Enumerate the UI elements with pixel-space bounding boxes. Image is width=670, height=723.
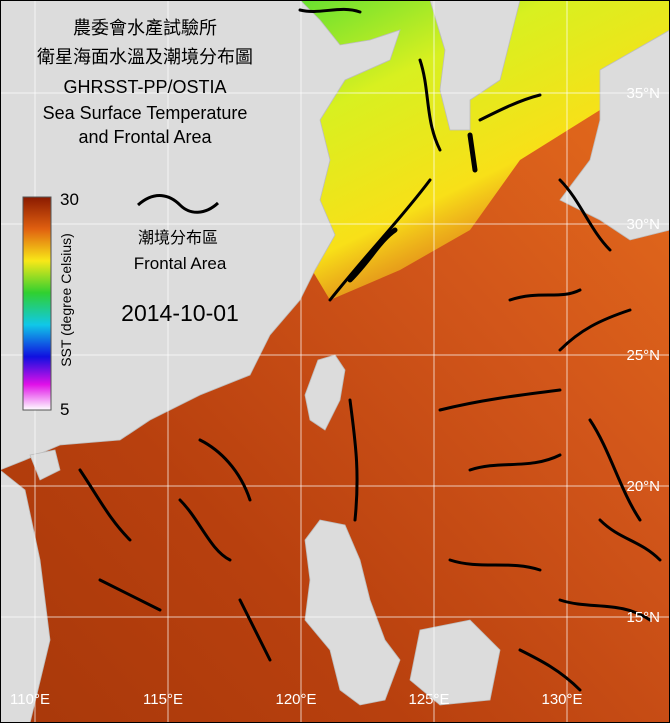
title-line: 農委會水產試驗所 — [73, 18, 217, 38]
lat-label: 15°N — [626, 609, 660, 626]
lat-label: 25°N — [626, 347, 660, 364]
title-line: 衛星海面水溫及潮境分布圖 — [37, 47, 253, 67]
fronts — [78, 7, 662, 692]
legend-symbol — [137, 194, 220, 214]
colorbar-min: 5 — [60, 400, 69, 419]
lon-label: 115°E — [143, 691, 183, 708]
legend-text: 潮境分布區 — [138, 228, 218, 247]
lon-label: 130°E — [541, 691, 582, 708]
geo-labels: 35°N 30°N 25°N 20°N 15°N 110°E 115°E 120°E 125°E… — [10, 85, 660, 708]
title-line: and Frontal Area — [78, 127, 212, 147]
lat-label: 35°N — [626, 85, 660, 102]
colorbar-label: SST (degree Celsius) — [58, 233, 74, 367]
date: 2014-10-01 — [121, 300, 239, 326]
colorbar-max: 30 — [60, 190, 79, 209]
lon-label: 110°E — [10, 691, 50, 708]
legend-text: Frontal Area — [134, 254, 227, 273]
lon-label: 125°E — [408, 691, 449, 708]
lat-label: 30°N — [626, 216, 660, 233]
title-line: Sea Surface Temperature — [43, 103, 248, 123]
lon-label: 120°E — [275, 691, 316, 708]
title-line: GHRSST-PP/OSTIA — [63, 77, 226, 97]
lat-label: 20°N — [626, 478, 660, 495]
colorbar — [22, 196, 52, 411]
